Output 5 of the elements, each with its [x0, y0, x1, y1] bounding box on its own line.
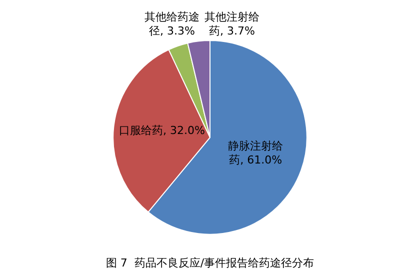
text: 图 7 药品不良反应/事件报告给药途径分布: [106, 256, 314, 270]
slice-label: 其他注射给药, 3.7%: [204, 10, 260, 38]
slice-label: 静脉注射给药, 61.0%: [228, 140, 284, 167]
slice-label: 口服给药, 32.0%: [118, 124, 205, 138]
slice-label: 其他给药途径, 3.3%: [144, 10, 200, 38]
